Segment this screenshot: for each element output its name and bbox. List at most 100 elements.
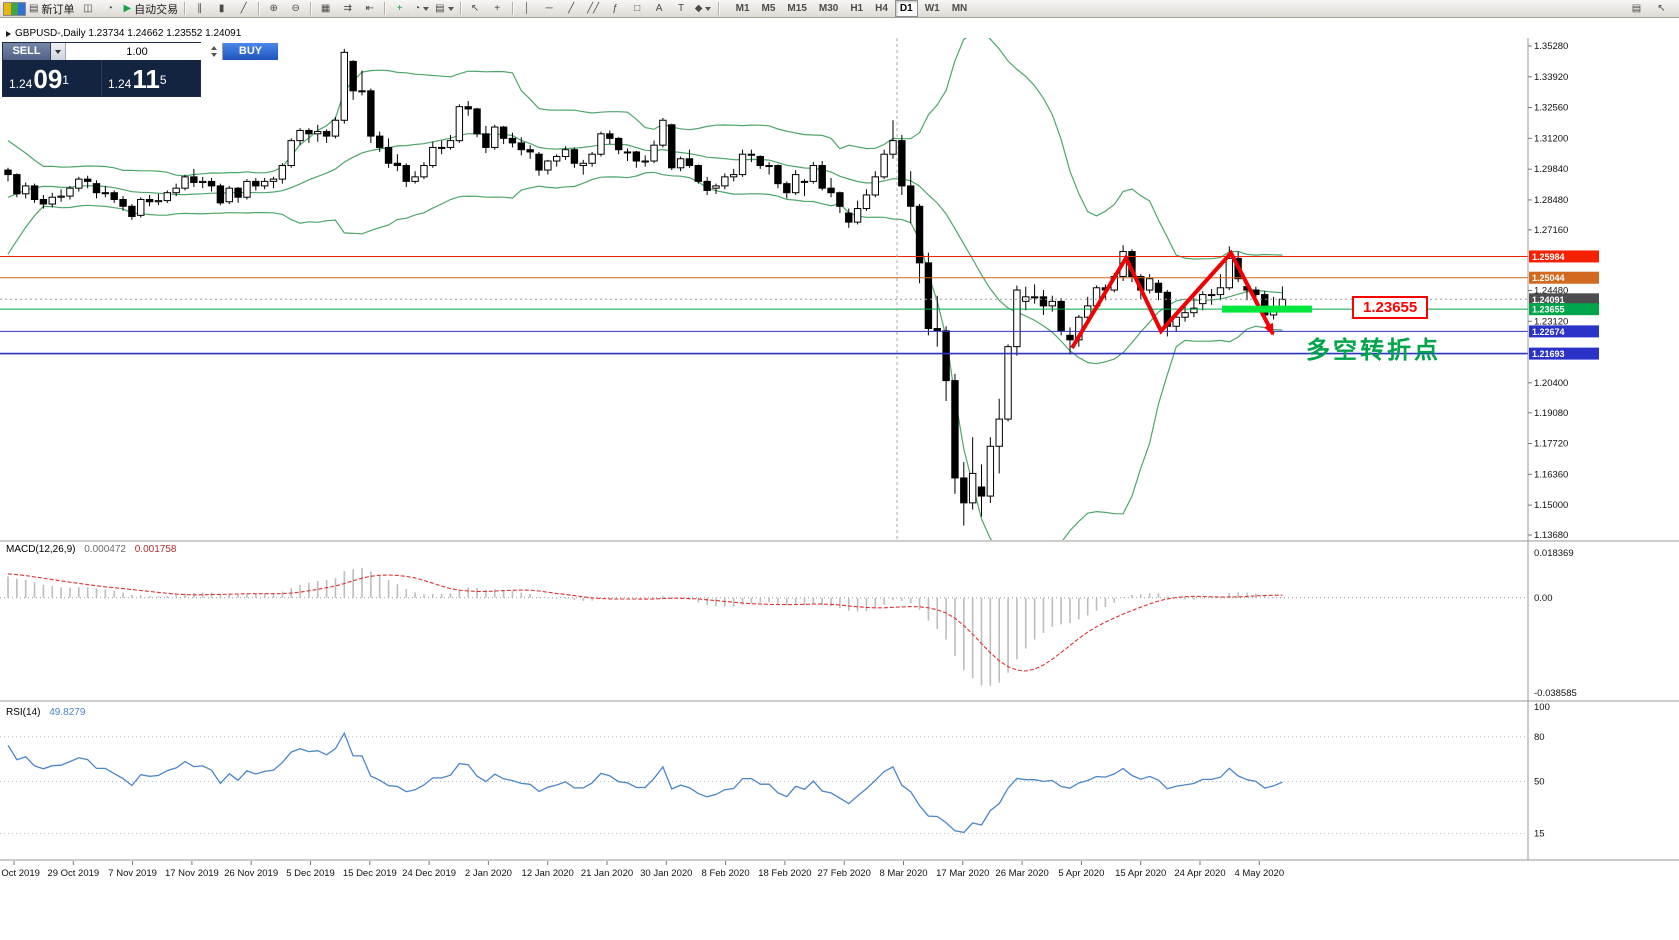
bar-chart-icon: ∥: [197, 2, 203, 14]
shapes-icon: □: [634, 2, 641, 14]
auto-trading-button-label: 自动交易: [134, 3, 179, 16]
auto-trading-button: ▶: [123, 2, 132, 14]
turning-point-annotation[interactable]: 多空转折点: [1306, 337, 1441, 364]
macd-histogram: [7, 568, 1284, 686]
timeframe-m30[interactable]: M30: [818, 3, 839, 14]
sell-price[interactable]: 1.24 09 1: [3, 60, 101, 96]
chevron-down-icon: [55, 49, 61, 54]
timeframe-h1[interactable]: H1: [850, 3, 864, 14]
svg-text:1.22674: 1.22674: [1532, 327, 1565, 337]
toolbar: ▤ 新订单 ◫ ◔ ▶ 自动交易 ∥ ▮ ╱ ⊕ ⊖ ▦ ⇉ ⇤ + ◔ ▤ ↖ + │ ─ ╱ ╱╱ ƒ □ A T ◆ M1 M5 M1…: [0, 0, 1679, 18]
price-chart[interactable]: 1.35280 1.33920 1.32560 1.31200 1.29840 1.284…: [0, 19, 1679, 940]
svg-text:1.29840: 1.29840: [1534, 164, 1568, 175]
text-label-icon[interactable]: T: [671, 1, 692, 17]
timeframe-m15[interactable]: M15: [787, 3, 807, 14]
svg-text:24 Dec 2019: 24 Dec 2019: [402, 868, 456, 879]
price-display: 1.24 09 1 1.24 11 5: [3, 60, 200, 96]
chart-shift-icon: ⇤: [365, 2, 374, 14]
svg-text:21 Jan 2020: 21 Jan 2020: [581, 868, 633, 879]
macd-signal-line: [7, 573, 1283, 672]
trendline-icon[interactable]: ╱: [561, 1, 582, 17]
crosshair-icon: +: [494, 2, 501, 14]
zoom-in-icon[interactable]: ⊕: [263, 1, 284, 17]
svg-text:24 Apr 2020: 24 Apr 2020: [1174, 868, 1225, 879]
line-chart-icon: ╱: [240, 2, 247, 14]
buy-price-big: 11: [132, 63, 160, 94]
macd-signal-value: 0.001758: [134, 544, 177, 555]
cursor-icon[interactable]: ↖: [465, 1, 486, 17]
toolbar-separator: [384, 2, 386, 15]
arrows-dropdown: ◆: [694, 2, 703, 14]
sell-button[interactable]: SELL: [3, 43, 51, 60]
vertical-line-icon[interactable]: │: [517, 1, 538, 17]
fibonacci-icon[interactable]: ƒ: [605, 1, 626, 17]
macd-main-value: 0.000472: [84, 544, 126, 555]
price-divider: [101, 60, 102, 96]
indicators-icon: +: [396, 2, 403, 14]
timeframe-m5[interactable]: M5: [761, 3, 776, 14]
zoom-out-icon: ⊖: [291, 2, 300, 14]
svg-text:80: 80: [1534, 732, 1545, 743]
rsi-value: 49.8279: [49, 707, 86, 718]
market-watch-icon[interactable]: ◫: [77, 1, 98, 17]
auto-trading-button[interactable]: ▶ 自动交易: [121, 1, 180, 17]
buy-button[interactable]: BUY: [223, 43, 278, 60]
timeframe-h4[interactable]: H4: [875, 3, 888, 14]
svg-text:1.31200: 1.31200: [1534, 133, 1568, 144]
chart-shift-icon[interactable]: ⇤: [359, 1, 380, 17]
buy-price[interactable]: 1.24 11 5: [102, 60, 200, 96]
periods-dropdown[interactable]: ◔: [411, 1, 432, 17]
horizontal-line-icon[interactable]: ─: [539, 1, 560, 17]
buy-price-pipette: 5: [159, 73, 167, 87]
chevron-down-icon: [423, 6, 430, 11]
svg-text:7 Nov 2019: 7 Nov 2019: [108, 868, 157, 879]
navigator-icon[interactable]: ◔: [99, 1, 120, 17]
arrows-dropdown[interactable]: ◆: [693, 1, 714, 17]
pointer-menu-icon[interactable]: ↖: [1657, 3, 1666, 14]
templates-dropdown[interactable]: ▤: [433, 1, 455, 17]
svg-text:0.018369: 0.018369: [1534, 548, 1574, 559]
candlestick-chart-icon[interactable]: ▮: [211, 1, 232, 17]
order-options-dropdown[interactable]: [51, 43, 66, 60]
crosshair-icon[interactable]: +: [487, 1, 508, 17]
svg-text:5 Apr 2020: 5 Apr 2020: [1058, 868, 1104, 879]
timeframe-w1[interactable]: W1: [924, 3, 940, 14]
svg-text:1.13680: 1.13680: [1534, 530, 1568, 541]
svg-text:1.16360: 1.16360: [1534, 469, 1568, 480]
zoom-out-icon[interactable]: ⊖: [285, 1, 306, 17]
price-annotation-box[interactable]: 1.23655: [1352, 296, 1429, 319]
indicators-icon[interactable]: +: [389, 1, 410, 17]
print-icon[interactable]: ▤: [1631, 3, 1642, 14]
shapes-icon[interactable]: □: [627, 1, 648, 17]
svg-text:26 Nov 2019: 26 Nov 2019: [224, 868, 278, 879]
volume-input[interactable]: [66, 44, 208, 59]
text-icon[interactable]: A: [649, 1, 670, 17]
timeframe-mn[interactable]: MN: [951, 3, 968, 14]
trade-controls-row: SELL BUY: [3, 43, 278, 60]
volume-decrease-button[interactable]: [211, 53, 217, 57]
svg-text:29 Oct 2019: 29 Oct 2019: [47, 868, 99, 879]
tile-windows-icon[interactable]: ▦: [315, 1, 336, 17]
timeframe-d1[interactable]: D1: [894, 0, 918, 17]
trend-zigzag-annotation[interactable]: [1070, 249, 1275, 350]
bar-chart-icon[interactable]: ∥: [189, 1, 210, 17]
volume-increase-button[interactable]: [211, 46, 217, 50]
date-axis-labels: 20 Oct 2019 29 Oct 2019 7 Nov 2019 17 Nov 2…: [0, 861, 1284, 879]
svg-text:17 Nov 2019: 17 Nov 2019: [165, 868, 219, 879]
auto-scroll-icon[interactable]: ⇉: [337, 1, 358, 17]
svg-text:18 Feb 2020: 18 Feb 2020: [758, 868, 811, 879]
svg-text:26 Mar 2020: 26 Mar 2020: [995, 868, 1048, 879]
channel-icon[interactable]: ╱╱: [583, 1, 604, 17]
fibonacci-icon: ƒ: [612, 2, 618, 14]
line-chart-icon[interactable]: ╱: [233, 1, 254, 17]
volume-input-wrap: [66, 43, 223, 60]
new-order-button[interactable]: ▤ 新订单: [27, 1, 76, 17]
timeframe-m1[interactable]: M1: [735, 3, 750, 14]
svg-text:27 Feb 2020: 27 Feb 2020: [818, 868, 871, 879]
svg-text:0.00: 0.00: [1534, 593, 1553, 604]
svg-text:20 Oct 2019: 20 Oct 2019: [0, 868, 40, 879]
channel-icon: ╱╱: [587, 2, 600, 14]
panel-gridlines: [0, 597, 1528, 835]
svg-text:1.19080: 1.19080: [1534, 408, 1568, 419]
chart-window: 1.35280 1.33920 1.32560 1.31200 1.29840 1.284…: [0, 19, 1679, 940]
